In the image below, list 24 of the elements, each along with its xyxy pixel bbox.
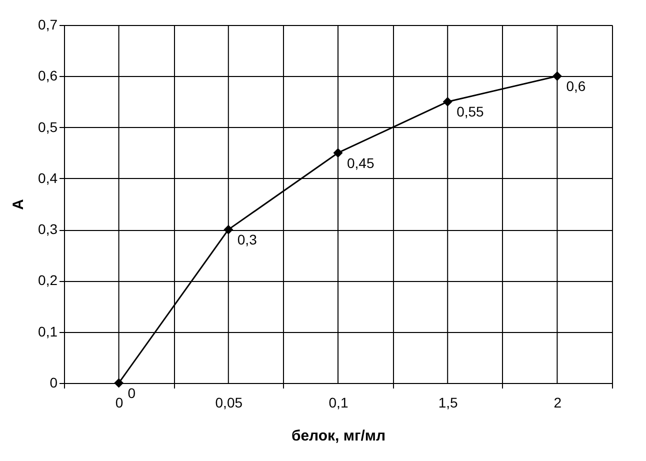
y-tick-label: 0,3 — [38, 221, 58, 238]
y-tick-label: 0,4 — [38, 170, 58, 186]
x-tick-label: 0 — [115, 394, 124, 410]
y-tick-label: 0 — [50, 374, 58, 390]
y-tick-label: 0,1 — [38, 323, 58, 340]
x-tick-label: 0,1 — [328, 394, 348, 410]
x-tick-label: 1,5 — [438, 394, 458, 410]
y-tick-label: 0,7 — [38, 16, 58, 32]
data-label: 0,6 — [566, 78, 586, 94]
data-label: 0,3 — [237, 232, 258, 248]
point — [442, 96, 452, 106]
x-axis-title: белок, мг/мл — [291, 428, 386, 444]
point — [114, 378, 124, 388]
data-label: 0,55 — [456, 104, 484, 120]
data-label: 0,45 — [347, 154, 374, 171]
point — [333, 148, 343, 158]
point — [224, 224, 234, 234]
x-tick-label: 2 — [554, 394, 562, 410]
y-axis-title: A — [10, 198, 28, 210]
y-tick-label: 0,2 — [38, 272, 58, 288]
y-tick-label: 0,5 — [38, 118, 58, 135]
y-tick-label: 0,6 — [38, 68, 58, 84]
x-tick-label: 0,05 — [215, 394, 243, 410]
point — [552, 71, 562, 81]
